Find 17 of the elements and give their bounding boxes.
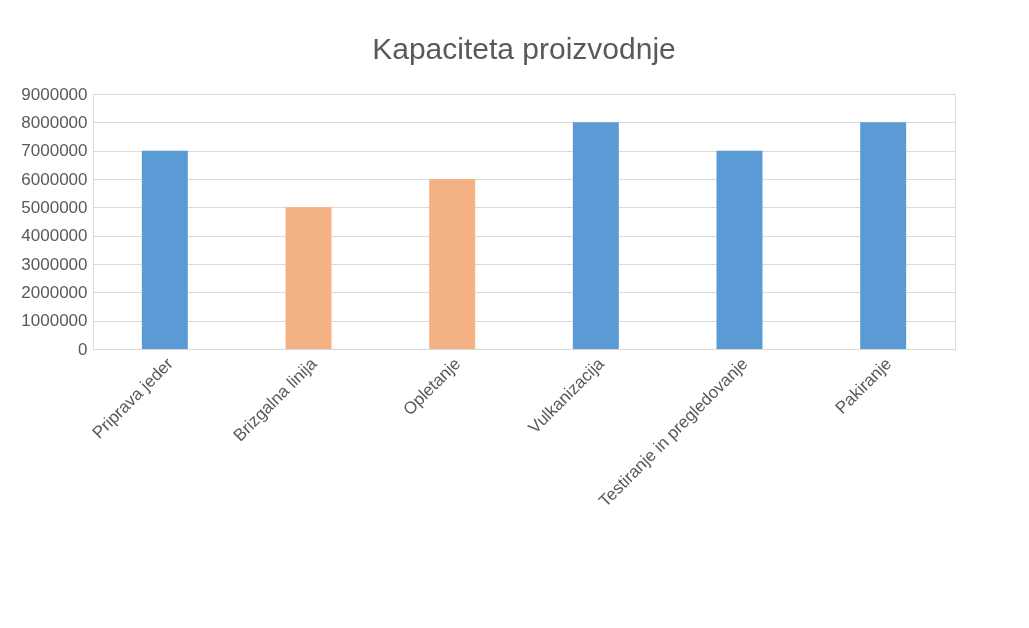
chart-title: Kapaciteta proizvodnje [372,32,676,65]
bar [860,122,907,349]
y-tick-label: 2000000 [21,282,88,302]
y-tick-label: 6000000 [21,169,88,189]
y-tick-label: 0 [78,339,88,359]
bar [716,150,763,349]
y-tick-label: 9000000 [21,84,88,104]
bar [572,122,619,349]
y-tick-label: 8000000 [21,112,88,132]
bar [285,207,332,349]
bar [429,179,476,349]
y-tick-label: 1000000 [21,311,88,331]
y-tick-label: 3000000 [21,254,88,274]
y-tick-label: 7000000 [21,141,88,161]
y-tick-label: 4000000 [21,226,88,246]
bar [141,150,188,349]
y-tick-label: 5000000 [21,197,88,217]
